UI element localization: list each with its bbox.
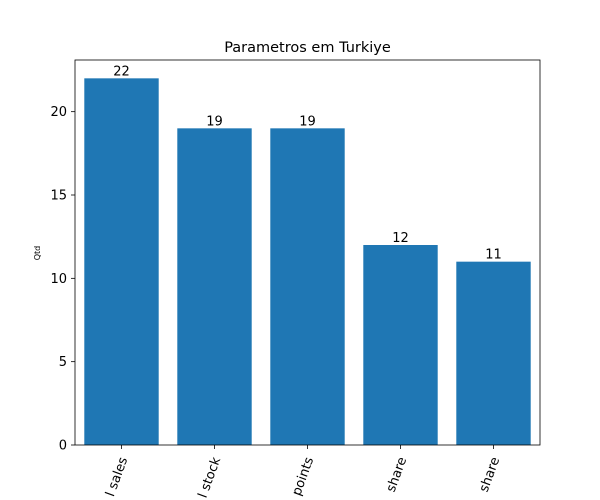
chart-title: Parametros em Turkiye <box>224 40 391 56</box>
bar-value-label: 19 <box>299 114 316 129</box>
y-tick-label: 5 <box>59 355 67 370</box>
bar <box>363 245 438 445</box>
axes-frame <box>74 59 541 446</box>
bar-value-label: 12 <box>392 231 409 246</box>
bar <box>177 128 252 446</box>
bar-value-label: 11 <box>485 248 502 263</box>
bar <box>456 261 531 445</box>
y-tick-label: 15 <box>50 189 67 204</box>
bar-value-label: 22 <box>113 64 130 79</box>
y-tick-label: 10 <box>50 272 67 287</box>
bar <box>270 128 345 446</box>
y-tick-label: 0 <box>59 439 67 454</box>
bar-value-label: 19 <box>206 114 223 129</box>
bar <box>84 78 159 445</box>
y-tick-label: 20 <box>50 105 67 120</box>
y-axis-label: Qtd <box>33 246 42 261</box>
